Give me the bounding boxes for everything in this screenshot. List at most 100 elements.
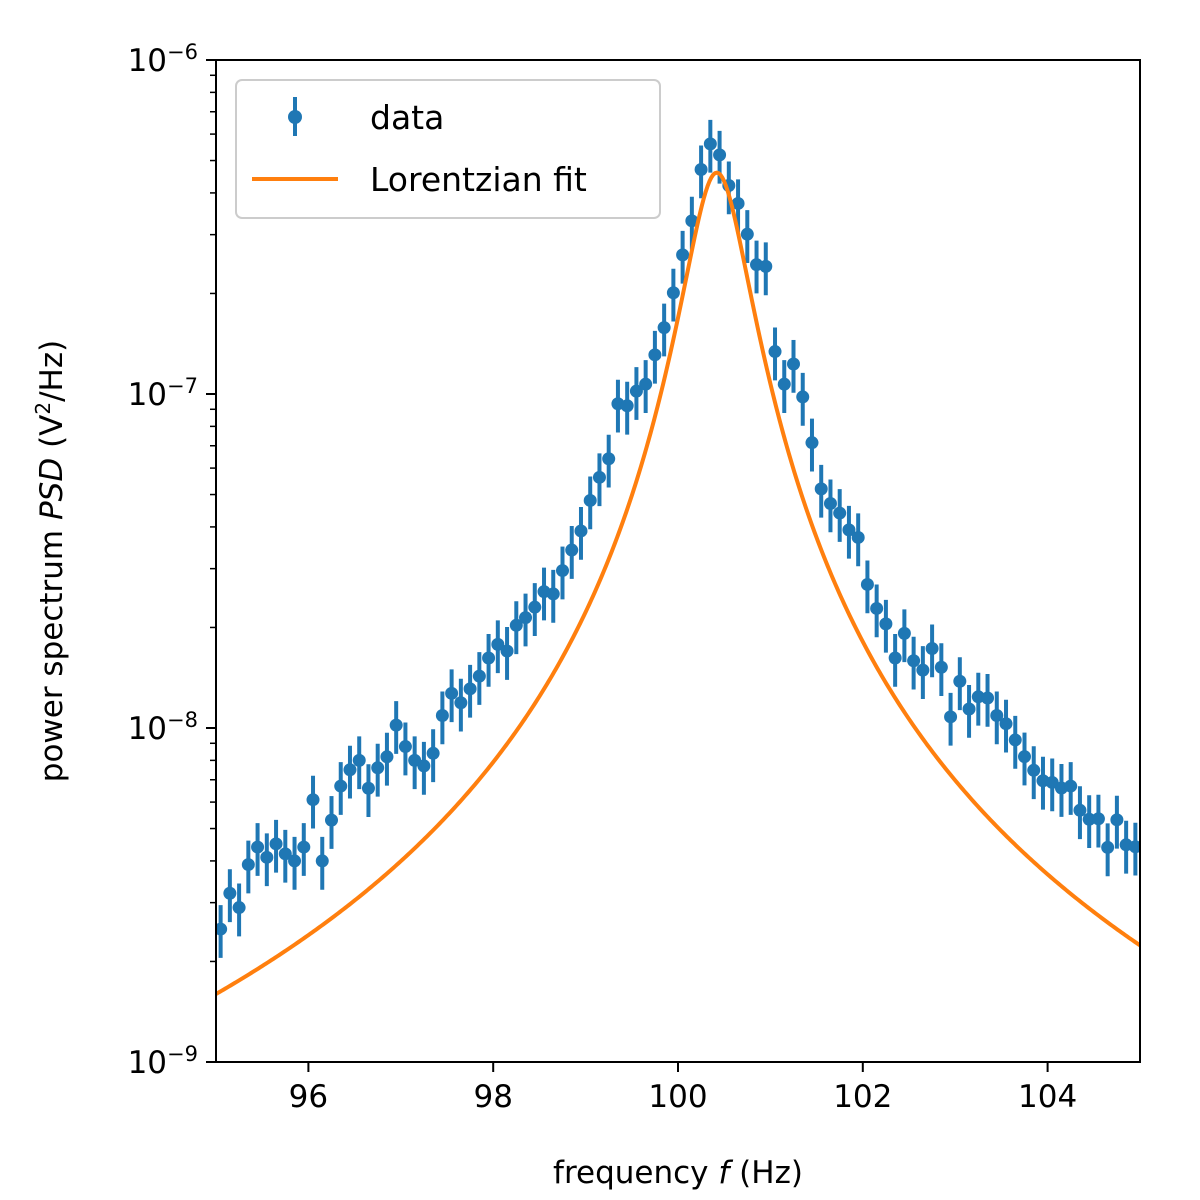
data-marker [398, 740, 412, 754]
data-point [1101, 823, 1115, 877]
x-axis-label: frequency f (Hz) [553, 1155, 803, 1191]
data-point [648, 330, 662, 384]
data-point [592, 453, 606, 507]
data-marker [962, 702, 976, 716]
data-point [519, 593, 533, 647]
data-point [1073, 786, 1087, 840]
data-marker [288, 854, 302, 868]
data-marker [519, 611, 533, 625]
data-point [870, 584, 884, 638]
data-marker [676, 248, 690, 262]
data-marker [953, 674, 967, 688]
data-marker [1082, 812, 1096, 826]
data-marker [629, 384, 643, 398]
y-tick-label: 10−7 [128, 374, 198, 413]
plot-frame [215, 59, 1141, 1063]
data-marker [925, 641, 939, 655]
data-marker [546, 587, 560, 601]
data-marker [759, 259, 773, 273]
data-marker [556, 564, 569, 578]
data-point [472, 652, 486, 705]
data-marker [241, 858, 255, 872]
data-marker [315, 854, 329, 868]
data-point [796, 372, 810, 426]
data-marker [990, 708, 1004, 722]
data-marker [361, 781, 375, 795]
data-point [278, 829, 292, 883]
x-tick-label: 102 [833, 1079, 892, 1115]
legend-data-label: data [370, 98, 444, 137]
data-point [777, 360, 791, 413]
data-marker [740, 227, 754, 241]
data-point [934, 643, 948, 697]
data-point [703, 119, 717, 173]
data-point [1064, 762, 1078, 815]
data-point [334, 762, 348, 815]
y-tick-label: 10−9 [128, 1042, 198, 1081]
x-tick-label: 100 [648, 1079, 707, 1115]
data-marker [269, 837, 283, 851]
data-marker [907, 654, 921, 668]
data-point [805, 418, 819, 472]
data-marker [934, 660, 948, 674]
data-point [269, 819, 283, 873]
x-tick-label: 104 [1018, 1079, 1077, 1115]
data-marker [1091, 812, 1105, 826]
data-marker [426, 746, 440, 760]
data-marker [814, 482, 828, 496]
data-point [509, 601, 523, 655]
data-point [602, 434, 616, 488]
data-point [216, 905, 228, 958]
data-marker [823, 497, 837, 511]
data-point [232, 883, 246, 937]
data-point [685, 196, 699, 250]
legend-data-marker [288, 97, 302, 136]
data-marker [999, 717, 1013, 731]
data-series-layer [216, 119, 1140, 958]
data-point [879, 599, 893, 653]
data-point [814, 464, 828, 518]
legend-fit-label: Lorentzian fit [370, 160, 587, 199]
data-marker [278, 847, 292, 861]
data-marker [796, 390, 810, 404]
data-marker [648, 348, 662, 362]
data-marker [602, 452, 616, 466]
data-marker [352, 753, 366, 767]
data-point [953, 657, 967, 711]
data-marker [944, 710, 958, 724]
data-point [315, 836, 329, 890]
data-point [565, 526, 579, 579]
data-point [851, 513, 865, 567]
data-marker [657, 321, 671, 335]
data-marker [297, 840, 311, 854]
data-marker [216, 922, 228, 936]
data-marker [897, 626, 911, 640]
data-point [371, 743, 385, 797]
data-point [694, 145, 708, 199]
axis-ticks: 96 98 100 102 104 10−9 10−8 10−7 10−6 [128, 40, 1078, 1115]
data-marker [325, 813, 338, 827]
data-marker [1027, 763, 1041, 777]
data-marker [306, 793, 320, 807]
data-marker [509, 618, 523, 632]
data-marker [620, 399, 634, 413]
data-point [731, 179, 745, 233]
data-marker [223, 886, 237, 900]
data-point [574, 506, 588, 560]
data-marker [500, 644, 514, 658]
data-point [528, 583, 542, 636]
data-marker [685, 214, 699, 228]
data-point [768, 327, 782, 381]
data-point [897, 609, 911, 663]
data-marker [870, 601, 884, 615]
data-point [1008, 715, 1022, 769]
data-point [297, 823, 311, 876]
data-marker [731, 196, 745, 210]
data-marker [1101, 840, 1115, 854]
data-marker [1008, 733, 1022, 747]
data-point [325, 796, 338, 849]
data-point [389, 701, 403, 754]
data-marker [343, 763, 357, 777]
